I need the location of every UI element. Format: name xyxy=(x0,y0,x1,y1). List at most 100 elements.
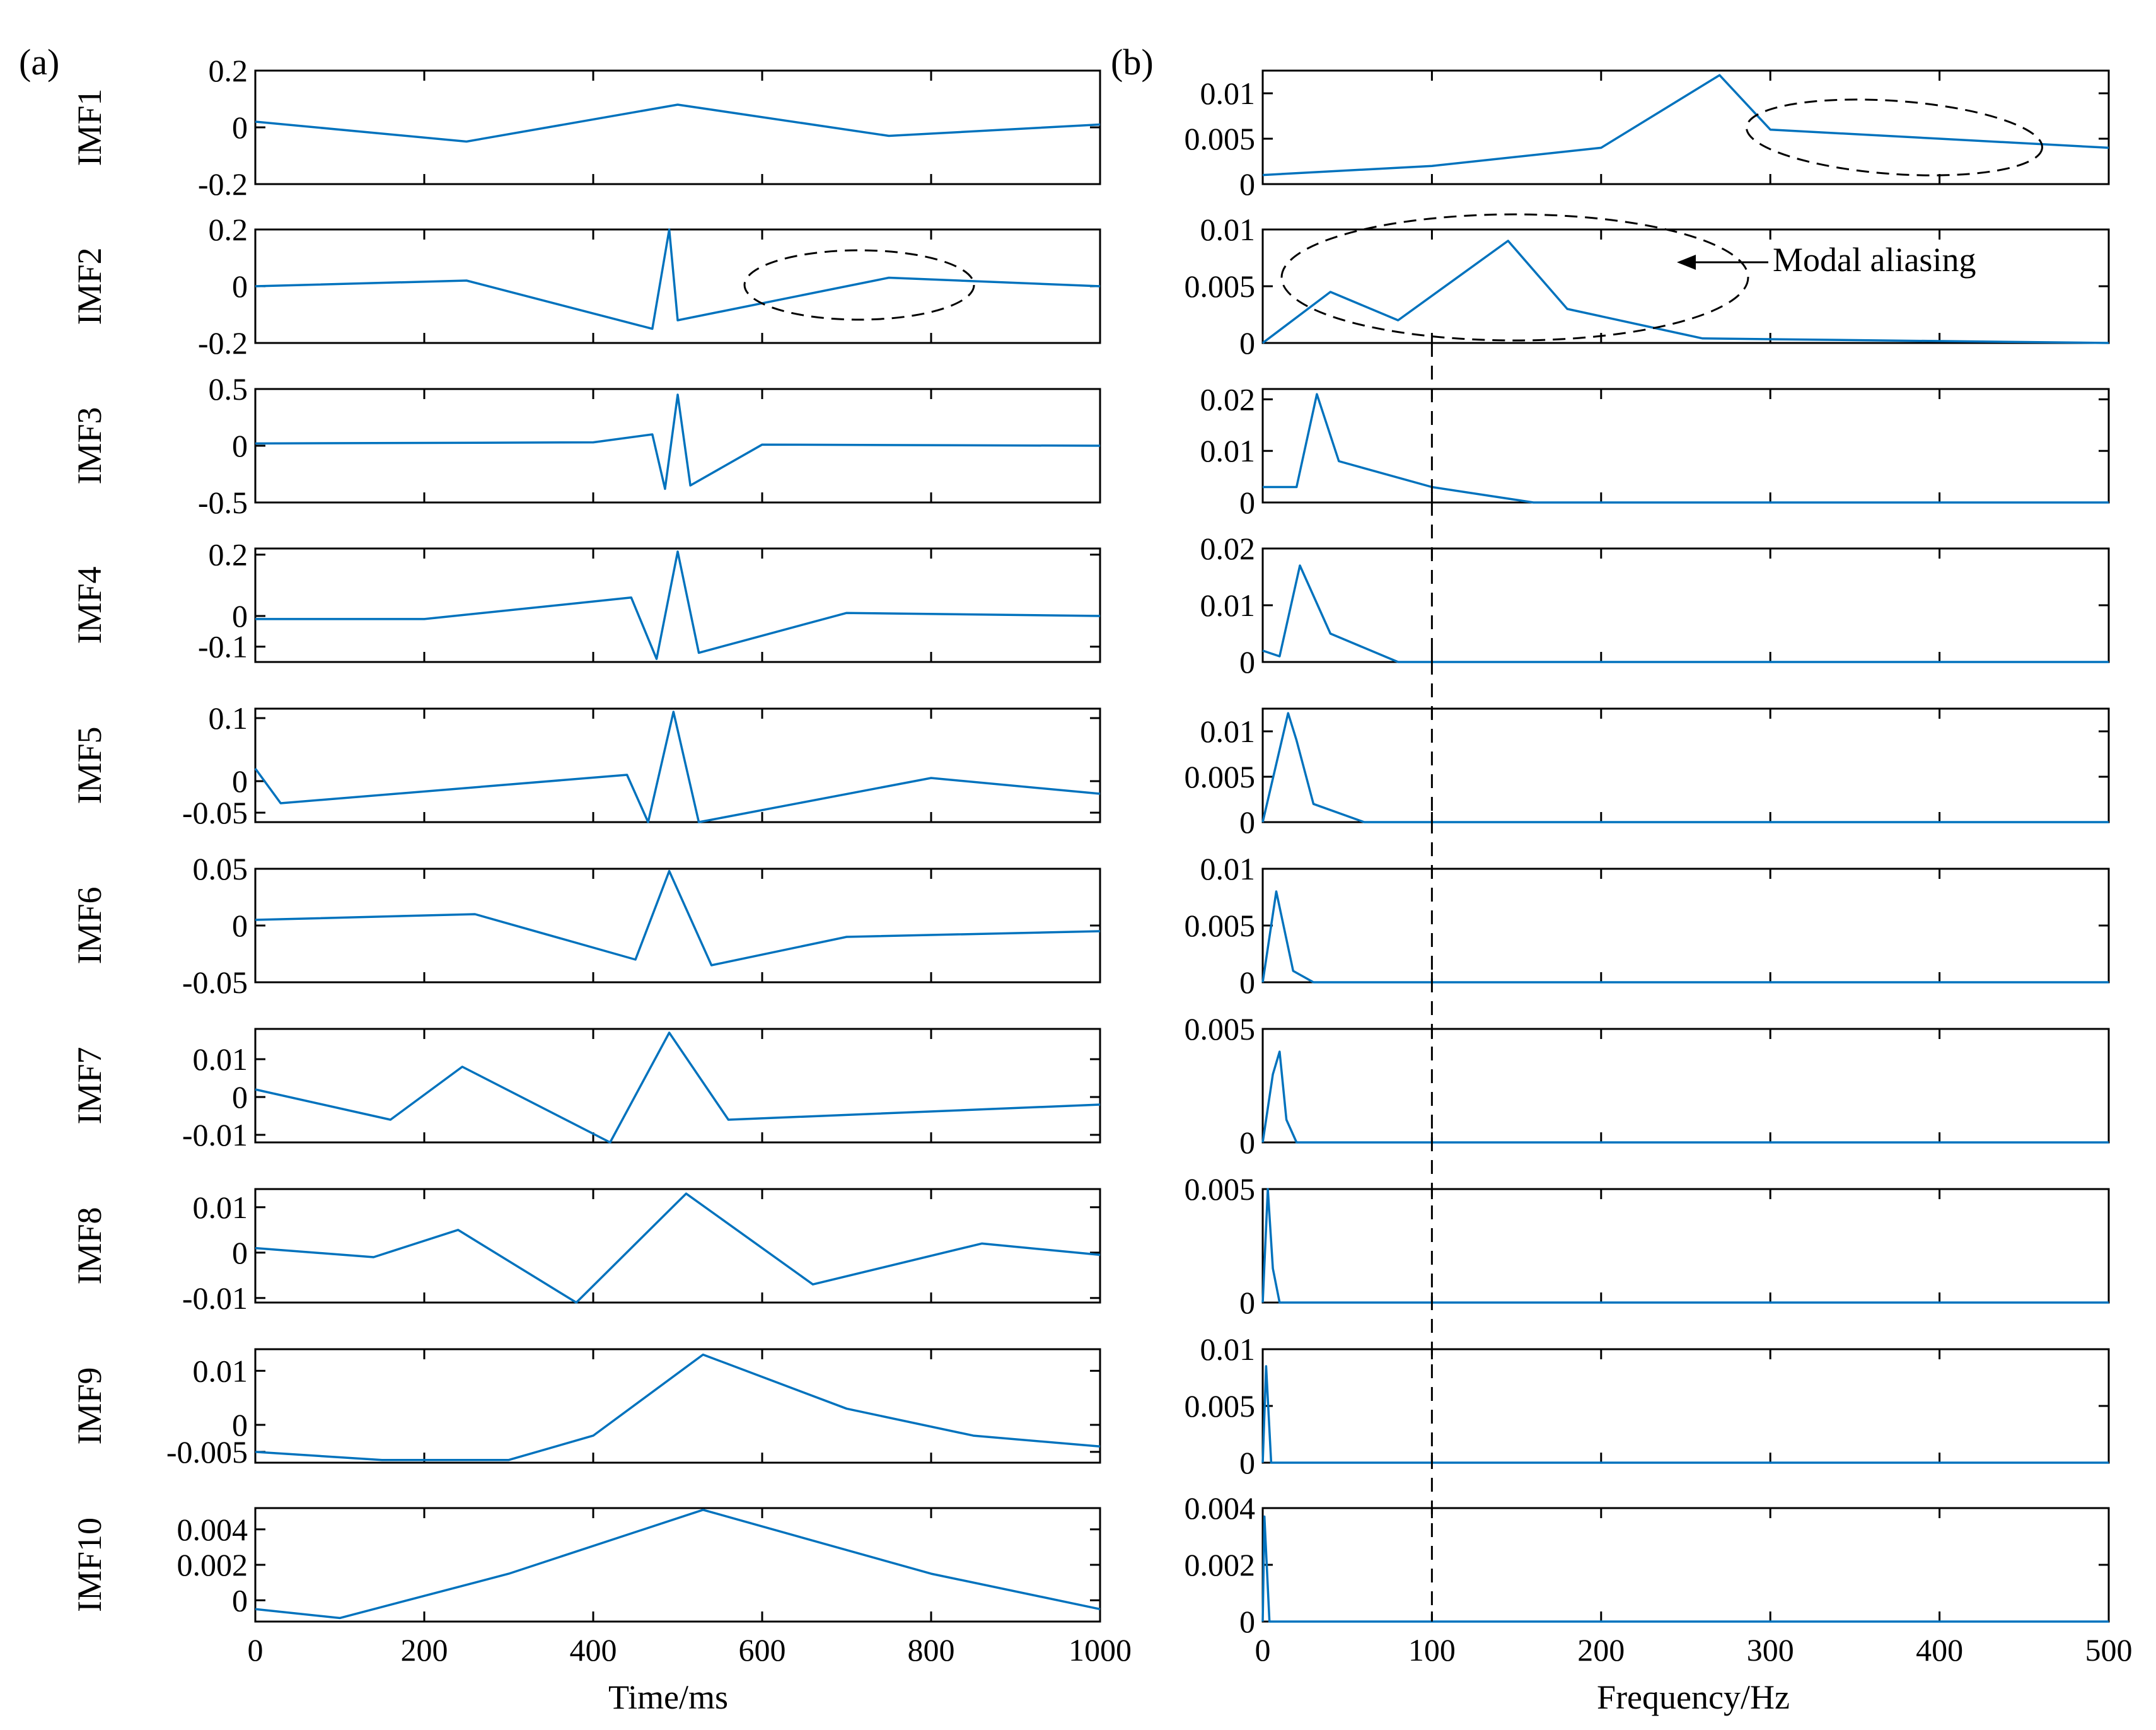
x-tick-label: 300 xyxy=(1747,1632,1794,1668)
freq-subplot-8: 0 0.005 xyxy=(1185,1171,2110,1320)
y-tick-label: 0.01 xyxy=(193,1042,248,1077)
axes-box xyxy=(1261,69,2110,185)
axes-box xyxy=(1261,1348,2110,1464)
y-tick-label: -0.05 xyxy=(182,795,248,830)
y-tick-label: 0.02 xyxy=(1200,531,1256,566)
imf-series-line xyxy=(254,711,1101,823)
y-tick-label: 0.2 xyxy=(209,53,248,88)
y-axis-label: IMF2 xyxy=(71,247,108,325)
axes-box xyxy=(254,547,1101,663)
y-tick-label: -0.005 xyxy=(166,1434,248,1470)
time-subplot-5: -0.050 0.1 IMF5 xyxy=(71,700,1101,830)
axes-box xyxy=(254,707,1101,823)
imf-series-line xyxy=(1261,240,2109,344)
annotation-arrow-head xyxy=(1677,255,1696,270)
y-tick-label: 0.005 xyxy=(1185,1171,1256,1207)
x-tick-label: 800 xyxy=(908,1632,955,1668)
y-tick-label: -0.05 xyxy=(182,965,248,1000)
imf-series-line xyxy=(1262,564,2109,663)
time-subplot-1: -0.2 0 0.2 IMF1 xyxy=(71,53,1101,202)
imf-series-line xyxy=(255,1192,1101,1304)
time-subplot-6: -0.05 0 0.05 IMF6 xyxy=(71,851,1101,1000)
y-tick-label: 0.005 xyxy=(1185,269,1256,304)
x-tick-label: 200 xyxy=(1577,1632,1625,1668)
imf-series-line xyxy=(255,869,1101,967)
y-tick-label: 0 xyxy=(1239,644,1255,680)
axes-box xyxy=(254,1348,1101,1464)
y-tick-label: 0.005 xyxy=(1185,908,1256,943)
y-tick-label: 0.05 xyxy=(193,851,248,886)
y-tick-label: 0 xyxy=(1239,965,1255,1000)
x-tick-label: 0 xyxy=(1255,1632,1271,1668)
freq-aliasing-ellipse-1 xyxy=(1746,98,2043,177)
time-subplot-8: -0.01 0 0.01 IMF8 xyxy=(71,1188,1101,1316)
time-domain-panel: -0.2 0 0.2 IMF1 -0.2 0 0.2 IMF2 -0.5 0 0.5 IMF3 -0.1… xyxy=(71,53,1132,1668)
freq-subplot-4: 0 0.01 0.02 xyxy=(1200,531,2110,680)
y-axis-label: IMF1 xyxy=(71,88,108,166)
y-tick-label: 0.01 xyxy=(1200,433,1256,468)
y-axis-label: IMF8 xyxy=(71,1207,108,1284)
y-axis-label: IMF5 xyxy=(71,726,108,804)
y-tick-label: 0 xyxy=(1239,166,1255,202)
y-tick-label: 0.01 xyxy=(193,1353,248,1388)
axes-box xyxy=(1261,868,2110,984)
y-axis-label: IMF10 xyxy=(71,1518,108,1612)
imf-series-line xyxy=(1261,1365,2109,1464)
freq-subplot-5: 0 0.005 0.01 xyxy=(1185,707,2110,840)
y-tick-label: 0.01 xyxy=(1200,851,1256,886)
y-tick-label: 0.2 xyxy=(209,537,248,572)
x-tick-label: 400 xyxy=(1916,1632,1963,1668)
y-tick-label: 0.002 xyxy=(177,1547,248,1582)
y-tick-label: 0 xyxy=(232,598,248,634)
freq-subplot-2: 0 0.005 0.01 xyxy=(1185,212,2110,361)
x-tick-label: 500 xyxy=(2085,1632,2133,1668)
y-tick-label: 0.004 xyxy=(177,1512,248,1547)
y-tick-label: 0.005 xyxy=(1185,1388,1256,1424)
y-tick-label: 0.01 xyxy=(1200,212,1256,247)
y-tick-label: 0 xyxy=(1239,804,1255,840)
axes-box xyxy=(254,1188,1101,1304)
imf-series-line xyxy=(1261,712,2109,823)
imf-series-line xyxy=(255,1509,1101,1620)
y-tick-label: 0.01 xyxy=(1200,1332,1256,1367)
x-axis-label-frequency: Frequency/Hz xyxy=(1597,1678,1790,1716)
x-tick-label: 600 xyxy=(739,1632,786,1668)
axes-box xyxy=(1261,228,2110,344)
imf-series-line xyxy=(1261,890,2109,984)
frequency-domain-panel: 00.0050.0100.0050.0100.010.0200.010.0200… xyxy=(1185,69,2133,1668)
y-tick-label: 0.01 xyxy=(1200,714,1256,749)
y-tick-label: 0.5 xyxy=(209,371,248,407)
freq-aliasing-ellipse-2 xyxy=(1280,213,1749,342)
imf-series-line xyxy=(1263,393,2109,504)
y-axis-label: IMF4 xyxy=(71,566,108,644)
y-tick-label: 0 xyxy=(1239,1285,1255,1320)
time-subplot-2: -0.2 0 0.2 IMF2 xyxy=(71,212,1101,361)
y-tick-label: -0.1 xyxy=(198,629,248,665)
y-tick-label: 0 xyxy=(232,269,248,304)
y-tick-label: -0.2 xyxy=(198,166,248,202)
y-tick-label: 0.01 xyxy=(193,1190,248,1225)
freq-subplot-7: 0 0.005 xyxy=(1185,1011,2110,1160)
y-tick-label: 0 xyxy=(232,908,248,943)
axes-box xyxy=(1261,1028,2110,1144)
panel-label-a: (a) xyxy=(19,42,59,83)
y-tick-label: 0 xyxy=(1239,325,1255,361)
y-tick-label: -0.01 xyxy=(182,1280,248,1316)
axes-box xyxy=(254,868,1101,984)
imf-series-line xyxy=(255,228,1101,330)
freq-subplot-9: 0 0.005 0.01 xyxy=(1185,1332,2110,1480)
y-tick-label: 0.2 xyxy=(209,212,248,247)
imf-series-line xyxy=(255,1353,1101,1461)
modal-aliasing-label: Modal aliasing xyxy=(1773,241,1976,279)
y-axis-label: IMF7 xyxy=(71,1047,108,1124)
y-tick-label: 0 xyxy=(1239,1445,1255,1480)
y-tick-label: 0 xyxy=(1239,1125,1255,1160)
axes-box xyxy=(1261,547,2110,663)
y-tick-label: 0 xyxy=(232,110,248,145)
y-tick-label: 0 xyxy=(232,763,248,799)
x-tick-label: 100 xyxy=(1408,1632,1456,1668)
y-tick-label: -0.2 xyxy=(198,325,248,361)
freq-subplot-3: 0 0.01 0.02 xyxy=(1200,381,2110,520)
x-tick-label: 200 xyxy=(401,1632,448,1668)
